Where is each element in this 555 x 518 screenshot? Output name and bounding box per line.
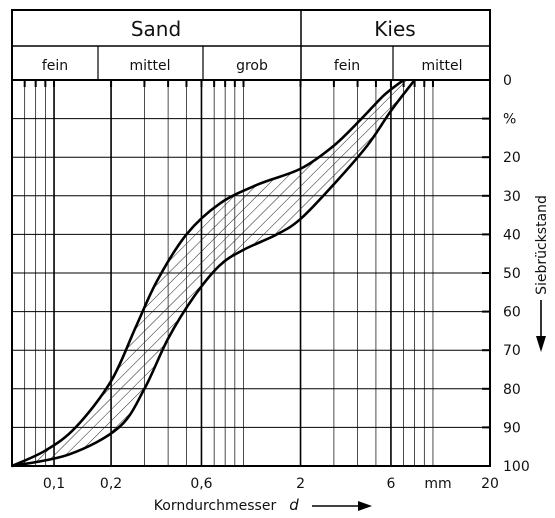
x-axis-label: Korndurchmesser bbox=[154, 498, 277, 514]
x-axis-arrow bbox=[312, 501, 372, 511]
chart-frame bbox=[11, 9, 491, 467]
subgroup-label-sand-mittel: mittel bbox=[129, 58, 170, 74]
subgroup-label-kies-mittel: mittel bbox=[421, 58, 462, 74]
subgroup-label-kies-fein: fein bbox=[334, 58, 360, 74]
x-tick-label: 0,6 bbox=[190, 476, 212, 492]
y-tick-label: 40 bbox=[503, 227, 521, 243]
x-tick-label: 6 bbox=[386, 476, 395, 492]
x-tick-labels: 0,1 0,2 0,6 2 6 20 bbox=[43, 476, 499, 492]
subgroup-label-sand-fein: fein bbox=[42, 58, 68, 74]
y-axis-arrow bbox=[536, 300, 546, 352]
grid bbox=[11, 80, 491, 466]
group-label-kies: Kies bbox=[374, 17, 415, 41]
y-tick-label: 0 bbox=[503, 73, 512, 89]
y-tick-label: 100 bbox=[503, 459, 530, 475]
band-fill bbox=[12, 80, 415, 466]
hatched-band bbox=[12, 80, 415, 466]
y-tick-label: 30 bbox=[503, 189, 521, 205]
x-axis-symbol: d bbox=[289, 496, 299, 514]
curves bbox=[11, 78, 416, 468]
y-tick-label: % bbox=[503, 112, 516, 128]
x-tick-label: 0,1 bbox=[43, 476, 65, 492]
y-tick-label: 80 bbox=[503, 382, 521, 398]
y-axis-label: Siebrückstand bbox=[534, 195, 550, 295]
x-tick-label: 0,2 bbox=[100, 476, 122, 492]
x-tick-label: 20 bbox=[481, 476, 499, 492]
y-tick-label: 90 bbox=[503, 420, 521, 436]
x-unit-label: mm bbox=[424, 476, 451, 492]
boundary-curve-lower bbox=[11, 79, 416, 468]
boundary-curve-upper bbox=[11, 78, 405, 468]
y-tick-label: 20 bbox=[503, 150, 521, 166]
subgroup-label-sand-grob: grob bbox=[236, 58, 268, 74]
group-label-sand: Sand bbox=[131, 17, 181, 41]
y-tick-label: 50 bbox=[503, 266, 521, 282]
y-tick-label: 60 bbox=[503, 305, 521, 321]
y-tick-labels: 0% 20 30 40 50 60 70 80 90 100 bbox=[503, 73, 530, 475]
x-tick-label: 2 bbox=[296, 476, 305, 492]
y-tick-label: 70 bbox=[503, 343, 521, 359]
